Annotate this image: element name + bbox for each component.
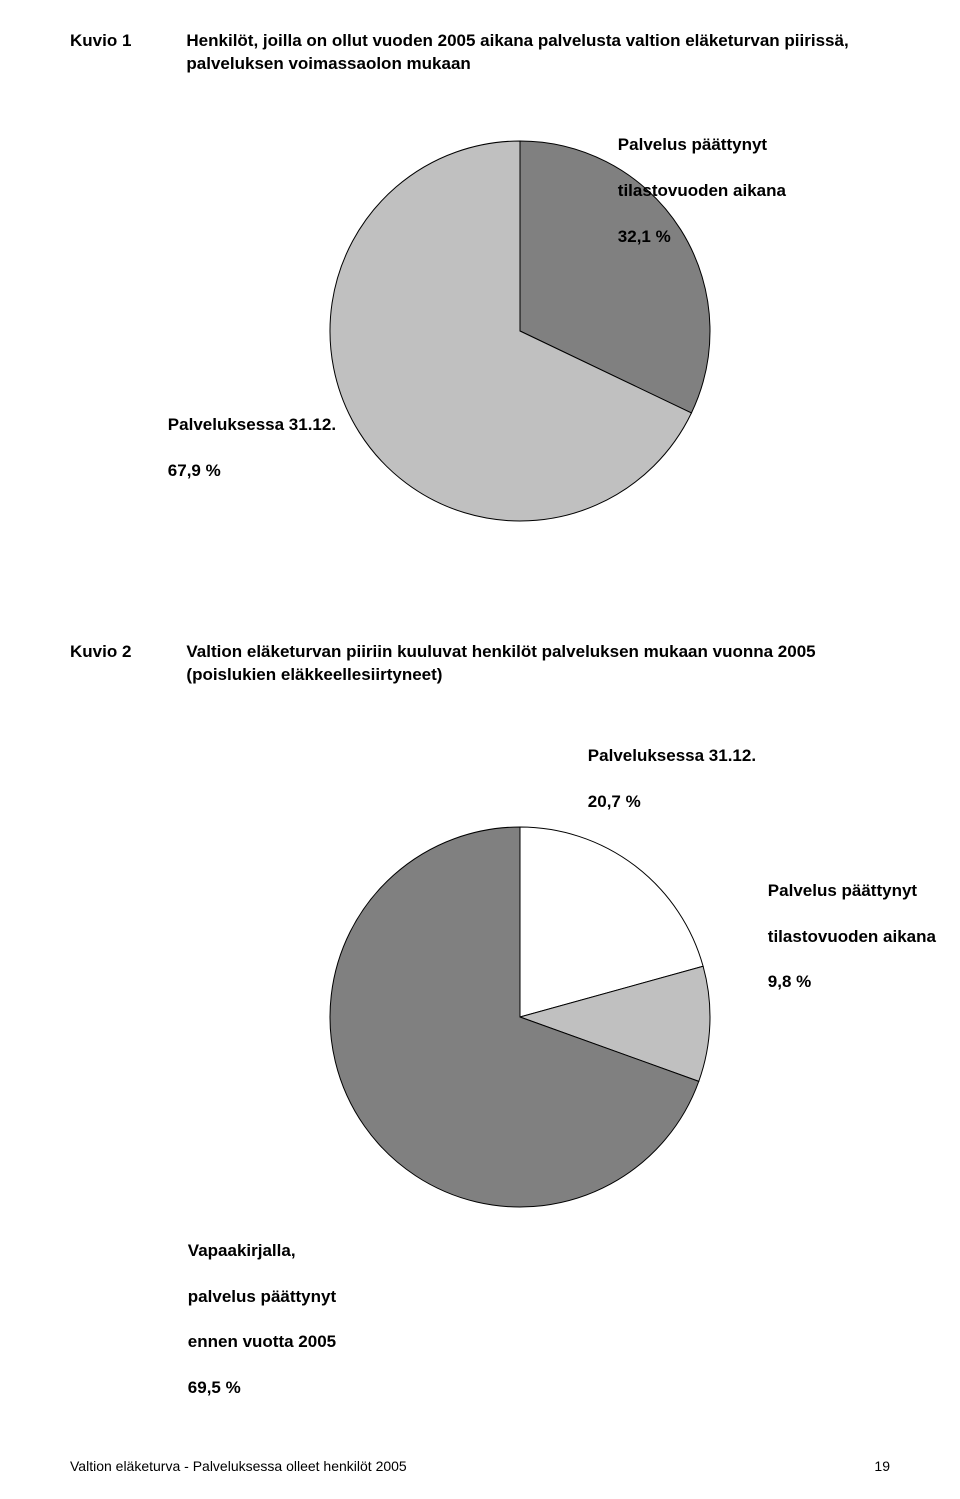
kuvio2-label-slice1-line2: 20,7 % <box>588 792 641 811</box>
kuvio1-label-slice1-line3: 32,1 % <box>618 227 671 246</box>
kuvio1-chart-area: Palvelus päättynyt tilastovuoden aikana … <box>70 76 890 576</box>
kuvio1-label-slice1-line1: Palvelus päättynyt <box>618 135 767 154</box>
page-footer: Valtion eläketurva - Palveluksessa ollee… <box>70 1458 890 1474</box>
kuvio1-label-slice1: Palvelus päättynyt tilastovuoden aikana … <box>580 111 786 272</box>
footer-right: 19 <box>874 1458 890 1474</box>
kuvio1-label-slice2-line2: 67,9 % <box>168 461 221 480</box>
kuvio1-name: Kuvio 1 <box>70 30 131 53</box>
kuvio2-pie <box>320 817 720 1217</box>
kuvio2-title: Valtion eläketurvan piiriin kuuluvat hen… <box>186 641 890 687</box>
kuvio1-label-slice2: Palveluksessa 31.12. 67,9 % <box>130 391 336 506</box>
kuvio2-label-slice2-line3: 9,8 % <box>768 972 811 991</box>
kuvio2-label-slice1-line1: Palveluksessa 31.12. <box>588 746 756 765</box>
kuvio2-label-slice3-line4: 69,5 % <box>188 1378 241 1397</box>
kuvio1-label-slice2-line1: Palveluksessa 31.12. <box>168 415 336 434</box>
kuvio2-label-slice3-line2: palvelus päättynyt <box>188 1287 336 1306</box>
kuvio2-label-slice3-line1: Vapaakirjalla, <box>188 1241 296 1260</box>
kuvio2-label-slice3: Vapaakirjalla, palvelus päättynyt ennen … <box>150 1217 336 1423</box>
kuvio2-name: Kuvio 2 <box>70 641 131 664</box>
kuvio2-label-slice2: Palvelus päättynyt tilastovuoden aikana … <box>730 857 936 1018</box>
kuvio1-header: Kuvio 1 Henkilöt, joilla on ollut vuoden… <box>70 30 890 76</box>
kuvio2-chart-area: Palveluksessa 31.12. 20,7 % Palvelus pää… <box>70 687 890 1307</box>
kuvio1-block: Kuvio 1 Henkilöt, joilla on ollut vuoden… <box>70 30 890 576</box>
kuvio2-label-slice3-line3: ennen vuotta 2005 <box>188 1332 336 1351</box>
kuvio2-label-slice2-line2: tilastovuoden aikana <box>768 927 936 946</box>
kuvio1-label-slice1-line2: tilastovuoden aikana <box>618 181 786 200</box>
kuvio1-title: Henkilöt, joilla on ollut vuoden 2005 ai… <box>186 30 890 76</box>
kuvio2-block: Kuvio 2 Valtion eläketurvan piiriin kuul… <box>70 641 890 1307</box>
kuvio2-header: Kuvio 2 Valtion eläketurvan piiriin kuul… <box>70 641 890 687</box>
footer-left: Valtion eläketurva - Palveluksessa ollee… <box>70 1458 407 1474</box>
page: Kuvio 1 Henkilöt, joilla on ollut vuoden… <box>0 0 960 1499</box>
kuvio2-label-slice1: Palveluksessa 31.12. 20,7 % <box>550 722 756 837</box>
kuvio2-label-slice2-line1: Palvelus päättynyt <box>768 881 917 900</box>
